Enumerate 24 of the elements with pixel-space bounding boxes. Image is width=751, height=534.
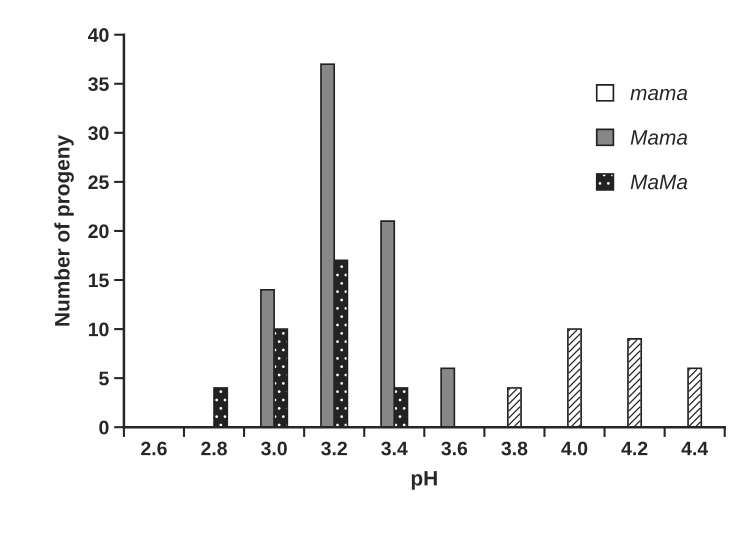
y-tick-label: 30 [88, 126, 109, 140]
x-tick-label: 4.0 [561, 442, 588, 456]
y-tick-label: 35 [88, 77, 109, 92]
y-tick-label: 25 [88, 175, 109, 190]
x-tick-label: 3.4 [381, 442, 408, 456]
y-tick-label: 10 [88, 322, 109, 336]
y-axis-title: Number of progeny [54, 134, 74, 326]
x-tick-label: 4.4 [681, 442, 708, 456]
legend-label: MaMa [630, 174, 688, 190]
legend-label: Mama [630, 130, 688, 145]
x-tick-label: 3.2 [321, 442, 347, 456]
x-axis-title: pH [412, 471, 437, 490]
y-tick-label: 20 [88, 224, 109, 238]
x-tick-label: 4.2 [621, 442, 648, 456]
x-tick-label: 2.6 [141, 442, 167, 456]
legend-label: mama [630, 88, 688, 100]
y-tick-label: 15 [88, 274, 109, 288]
y-tick-label: 0 [99, 420, 109, 434]
x-tick-label: 3.6 [441, 442, 468, 456]
y-tick-label: 5 [99, 372, 109, 386]
x-tick-label: 3.0 [261, 442, 287, 456]
x-tick-label: 2.8 [201, 442, 227, 456]
y-tick-label: 40 [88, 28, 109, 42]
x-tick-label: 3.8 [501, 442, 528, 456]
